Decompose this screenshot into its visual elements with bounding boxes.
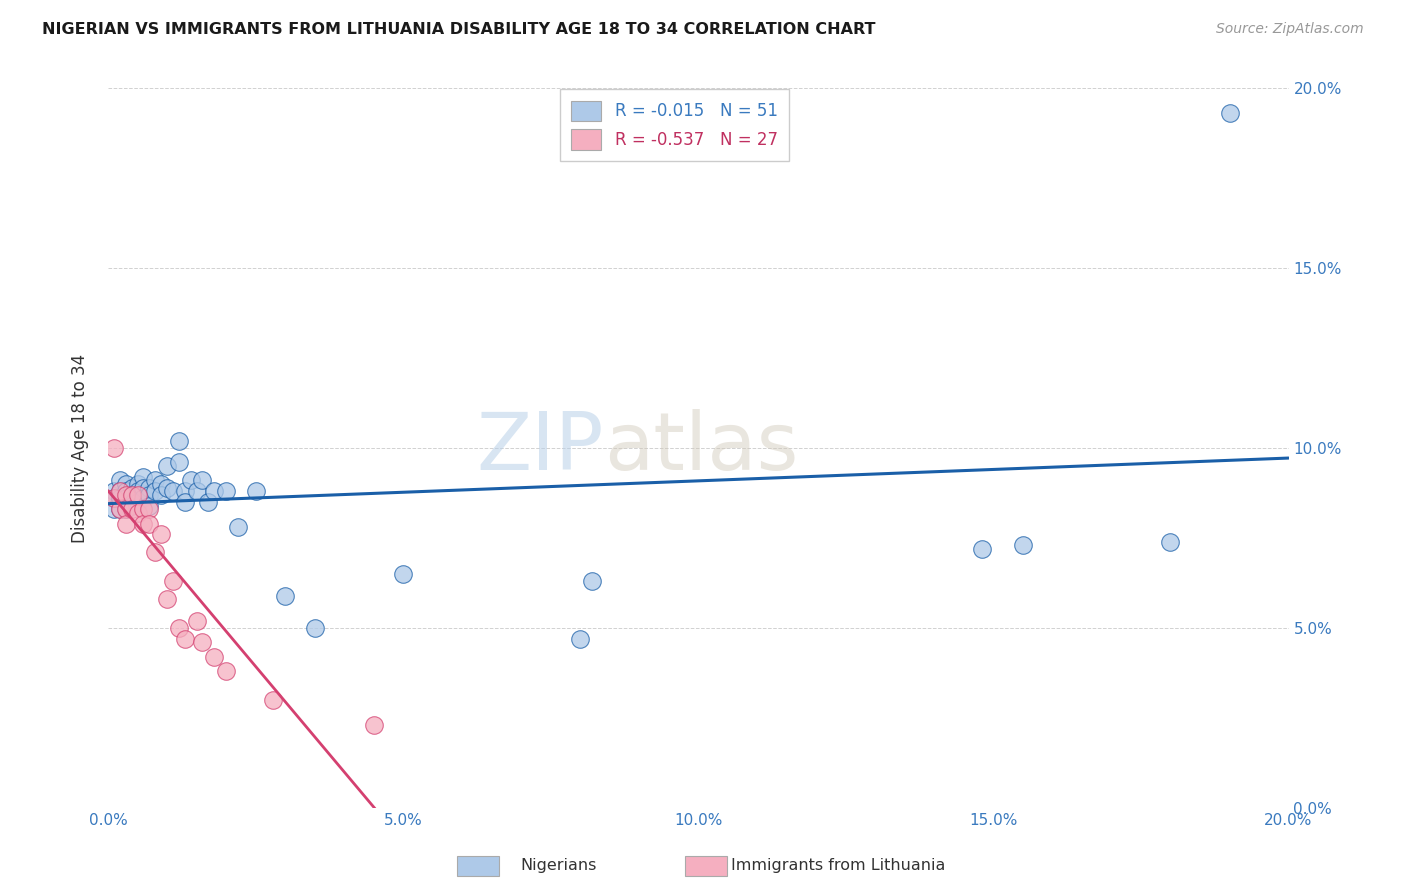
Point [143, 484, 166, 499]
Point [150, 477, 173, 491]
Point [121, 499, 143, 513]
Text: Source: ZipAtlas.com: Source: ZipAtlas.com [1216, 22, 1364, 37]
Point [108, 491, 131, 506]
Text: atlas: atlas [603, 409, 799, 487]
Point [262, 693, 284, 707]
Point [191, 474, 214, 488]
Point [132, 516, 155, 531]
Point [143, 474, 166, 488]
Point [162, 484, 184, 499]
Point [121, 502, 143, 516]
Point [202, 484, 225, 499]
Point [108, 502, 131, 516]
Point [245, 484, 267, 499]
Point [114, 516, 136, 531]
Point [173, 495, 195, 509]
Point [226, 520, 249, 534]
Point [114, 477, 136, 491]
Point [132, 491, 155, 506]
Point [114, 502, 136, 516]
Point [121, 488, 143, 502]
Point [103, 502, 125, 516]
Point [138, 516, 160, 531]
Point [167, 434, 190, 448]
Point [173, 484, 195, 499]
Point [167, 621, 190, 635]
Point [138, 481, 160, 495]
Point [150, 527, 173, 541]
Text: ZIP: ZIP [477, 409, 603, 487]
Point [363, 718, 385, 732]
Point [1218, 106, 1240, 120]
Point [103, 491, 125, 506]
Point [103, 484, 125, 499]
Point [114, 488, 136, 502]
Point [138, 502, 160, 516]
Point [1160, 534, 1182, 549]
Point [274, 589, 297, 603]
Point [156, 481, 179, 495]
Text: Nigerians: Nigerians [520, 858, 596, 872]
Point [114, 484, 136, 499]
Point [156, 592, 179, 607]
Point [392, 567, 415, 582]
Point [114, 502, 136, 516]
Point [581, 574, 603, 589]
Point [186, 614, 208, 628]
Legend: R = -0.015   N = 51, R = -0.537   N = 27: R = -0.015 N = 51, R = -0.537 N = 27 [560, 89, 790, 161]
Point [108, 474, 131, 488]
Text: NIGERIAN VS IMMIGRANTS FROM LITHUANIA DISABILITY AGE 18 TO 34 CORRELATION CHART: NIGERIAN VS IMMIGRANTS FROM LITHUANIA DI… [42, 22, 876, 37]
Point [108, 502, 131, 516]
Point [186, 484, 208, 499]
Point [132, 470, 155, 484]
Point [103, 491, 125, 506]
Point [127, 488, 149, 502]
Point [108, 484, 131, 499]
Point [150, 488, 173, 502]
Point [132, 481, 155, 495]
Point [180, 474, 202, 488]
Point [202, 649, 225, 664]
Point [197, 495, 219, 509]
Point [103, 441, 125, 455]
Point [143, 545, 166, 559]
Point [191, 635, 214, 649]
Point [156, 458, 179, 473]
Point [127, 495, 149, 509]
Point [121, 488, 143, 502]
Point [127, 477, 149, 491]
Point [569, 632, 592, 646]
Point [970, 541, 993, 556]
Point [1012, 538, 1035, 552]
Point [304, 621, 326, 635]
Point [215, 665, 238, 679]
Y-axis label: Disability Age 18 to 34: Disability Age 18 to 34 [72, 353, 89, 542]
Point [121, 481, 143, 495]
Point [173, 632, 195, 646]
Point [167, 455, 190, 469]
Point [162, 574, 184, 589]
Point [127, 484, 149, 499]
Point [108, 484, 131, 499]
Point [127, 506, 149, 520]
Text: Immigrants from Lithuania: Immigrants from Lithuania [731, 858, 945, 872]
Point [132, 502, 155, 516]
Point [215, 484, 238, 499]
Point [138, 499, 160, 513]
Point [114, 491, 136, 506]
Point [138, 488, 160, 502]
